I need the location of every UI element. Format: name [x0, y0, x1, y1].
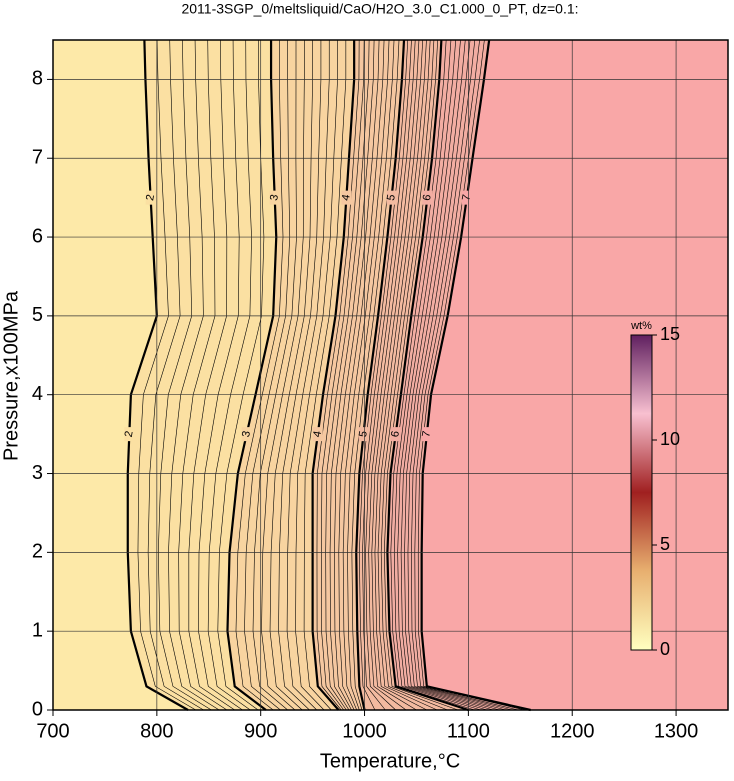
x-axis-label: Temperature,°C	[320, 750, 460, 772]
x-tick-label: 900	[244, 720, 277, 742]
x-tick-label: 1200	[550, 720, 595, 742]
x-tick-label: 700	[36, 720, 69, 742]
contour-label: 7	[420, 430, 433, 438]
contour-label: 6	[421, 194, 434, 202]
contour-label-bg	[386, 190, 397, 205]
x-tick-label: 1300	[654, 720, 699, 742]
contour-label: 4	[311, 430, 324, 438]
colorbar-tick-label: 0	[660, 639, 670, 659]
contour-label: 6	[389, 430, 402, 438]
contour-label-bg	[422, 190, 433, 205]
y-tick-label: 5	[32, 304, 43, 326]
y-tick-label: 2	[32, 541, 43, 563]
contour-label: 3	[240, 430, 253, 438]
contour-label: 5	[385, 194, 398, 202]
contour-label-bg	[461, 190, 472, 205]
contour-label-bg	[421, 427, 432, 442]
x-tick-label: 1000	[342, 720, 387, 742]
colorbar-tick-label: 10	[660, 429, 680, 449]
colorbar-tick-label: 15	[660, 324, 680, 344]
contour-label-bg	[269, 190, 280, 205]
contour-label: 4	[340, 194, 353, 202]
contour-label-bg	[124, 427, 135, 442]
contour-label: 5	[357, 430, 370, 438]
y-tick-label: 6	[32, 225, 43, 247]
y-tick-label: 7	[32, 147, 43, 169]
contour-label-bg	[341, 190, 352, 205]
x-tick-label: 1100	[447, 720, 490, 742]
contour-label-bg	[390, 427, 401, 442]
colorbar-tick-label: 5	[660, 534, 670, 554]
y-tick-label: 8	[32, 68, 43, 90]
y-tick-label: 3	[32, 462, 43, 484]
x-tick-label: 800	[140, 720, 173, 742]
contour-label: 3	[268, 194, 281, 202]
y-tick-label: 0	[32, 698, 43, 720]
y-tick-label: 4	[32, 383, 43, 405]
contour-label-bg	[312, 427, 323, 442]
colorbar	[630, 334, 653, 651]
contour-label: 2	[123, 430, 136, 438]
colorbar-label: wt%	[630, 320, 652, 332]
contour-label: 7	[460, 194, 473, 202]
contour-label: 2	[144, 194, 157, 202]
y-axis-label: Pressure,x100MPa	[0, 290, 22, 461]
chart-title: 2011-3SGP_0/meltsliquid/CaO/H2O_3.0_C1.0…	[181, 1, 578, 17]
plot-frame	[52, 39, 729, 711]
y-tick-label: 1	[32, 619, 43, 641]
contour-label-bg	[241, 427, 252, 442]
contour-label-bg	[145, 190, 156, 205]
contour-label-bg	[358, 427, 369, 442]
